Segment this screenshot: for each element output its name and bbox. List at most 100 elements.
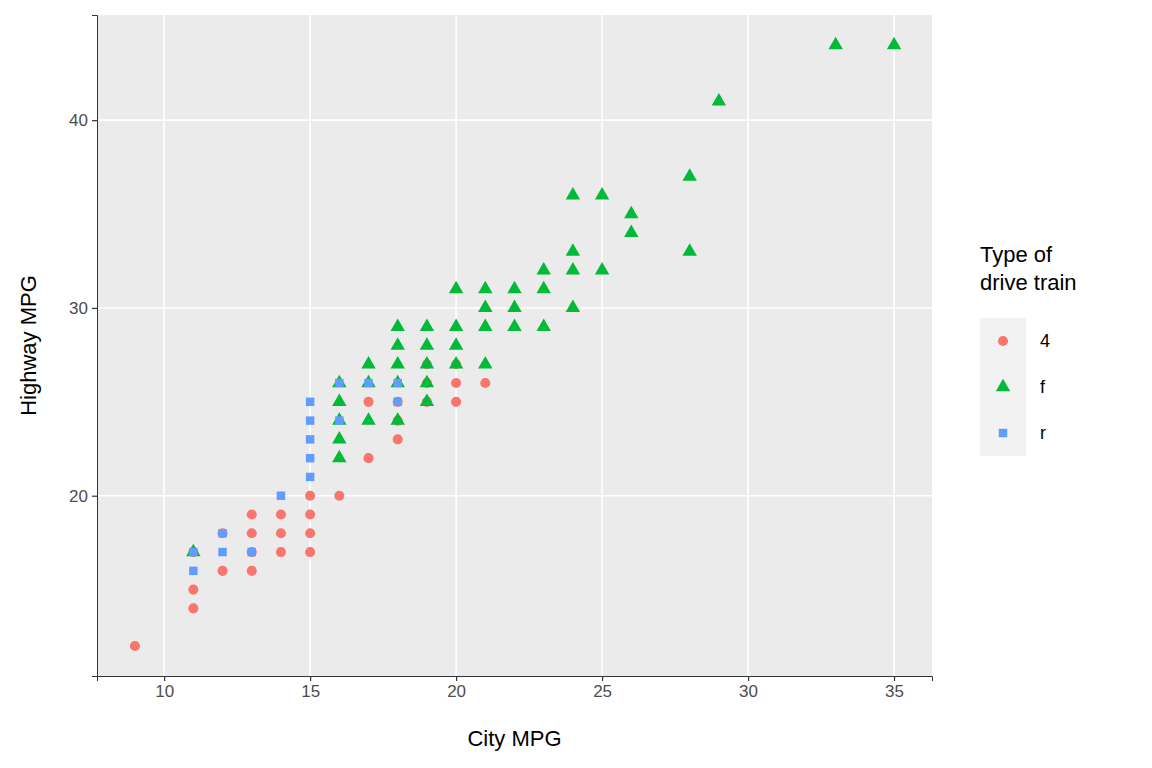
tick-mark: [894, 676, 895, 681]
point: [334, 491, 344, 501]
point: [536, 281, 550, 293]
point: [391, 412, 405, 424]
point: [449, 356, 463, 368]
point: [306, 435, 314, 443]
point: [218, 548, 226, 556]
point: [393, 379, 401, 387]
points: [130, 37, 901, 651]
point: [420, 375, 434, 387]
point: [420, 356, 434, 368]
point: [566, 262, 580, 274]
point: [217, 528, 227, 538]
y-axis-title: Highway MPG: [16, 275, 41, 416]
point: [451, 397, 461, 407]
point: [335, 416, 343, 424]
legend-symbol: [996, 379, 1010, 391]
tick-label: 20: [69, 487, 88, 506]
tick-label: 30: [69, 299, 88, 318]
point: [393, 397, 403, 407]
point: [363, 453, 373, 463]
point: [566, 243, 580, 255]
tick: 15: [301, 676, 320, 701]
legend-symbol: [998, 336, 1008, 346]
tick-mark: [92, 120, 97, 121]
y-axis: 20 30 40: [69, 16, 97, 677]
tick-label: 40: [69, 111, 88, 130]
point: [364, 379, 372, 387]
point: [130, 641, 140, 651]
chart: 10 15 20 25 30 35 20 30 40 City MPG Highway MPG Typ…: [0, 0, 1152, 768]
point: [305, 547, 315, 557]
point: [828, 37, 842, 49]
point: [276, 528, 286, 538]
tick: 20: [69, 487, 97, 506]
point: [449, 337, 463, 349]
point: [566, 187, 580, 199]
legend-key: [980, 364, 1026, 410]
point: [451, 378, 461, 388]
legend: Type ofdrive train4fr: [980, 242, 1077, 456]
tick: 30: [739, 676, 758, 701]
tick-mark: [602, 676, 603, 681]
point: [507, 281, 521, 293]
point: [361, 375, 375, 387]
point: [189, 548, 197, 556]
point: [361, 412, 375, 424]
point: [305, 509, 315, 519]
tick-mark: [164, 676, 165, 681]
grid-line-x: [309, 15, 311, 676]
point: [566, 300, 580, 312]
point: [536, 318, 550, 330]
point: [393, 398, 401, 406]
point: [247, 547, 257, 557]
point: [247, 548, 255, 556]
tick: 25: [593, 676, 612, 701]
point: [391, 375, 405, 387]
grid-line-x: [163, 15, 165, 676]
point: [217, 566, 227, 576]
point: [595, 262, 609, 274]
x-axis-title: City MPG: [467, 726, 561, 751]
point: [306, 454, 314, 462]
tick: 10: [155, 676, 174, 701]
tick-label: 35: [885, 682, 904, 701]
tick-mark: [456, 676, 457, 681]
point: [478, 300, 492, 312]
grid-line-y: [97, 119, 932, 121]
point: [624, 206, 638, 218]
grid-line-y: [97, 495, 932, 497]
point: [332, 375, 346, 387]
point: [276, 547, 286, 557]
grid-line-x: [893, 15, 895, 676]
point: [247, 528, 257, 538]
point: [332, 431, 346, 443]
point: [682, 168, 696, 180]
point: [186, 544, 200, 556]
legend-symbol: [999, 429, 1007, 437]
tick: 40: [69, 111, 97, 130]
legend-key: [980, 318, 1026, 364]
tick-mark: [92, 496, 97, 497]
point: [391, 318, 405, 330]
point: [682, 243, 696, 255]
point: [188, 603, 198, 613]
point: [332, 394, 346, 406]
point: [361, 356, 375, 368]
point: [305, 528, 315, 538]
tick: 35: [885, 676, 904, 701]
point: [420, 337, 434, 349]
tick: 30: [69, 299, 97, 318]
point: [391, 356, 405, 368]
point: [391, 337, 405, 349]
point: [449, 318, 463, 330]
point: [332, 450, 346, 462]
point: [335, 379, 343, 387]
point: [218, 529, 226, 537]
x-axis: 10 15 20 25 30 35: [98, 676, 933, 701]
point: [536, 262, 550, 274]
point: [188, 585, 198, 595]
legend-label: r: [1040, 423, 1046, 443]
point: [449, 281, 463, 293]
tick: 20: [447, 676, 466, 701]
point: [189, 567, 197, 575]
